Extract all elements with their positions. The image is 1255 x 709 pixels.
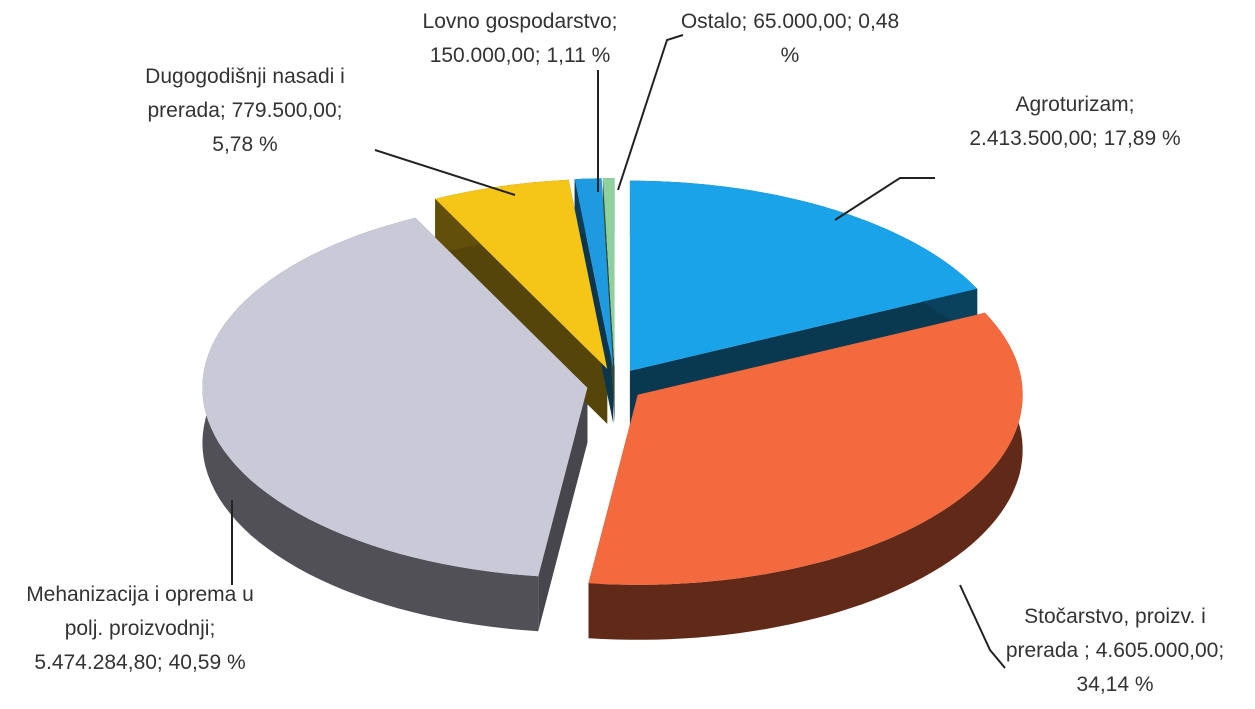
data-label: Ostalo; 65.000,00; 0,48 % bbox=[680, 5, 900, 73]
label-value: 4.605.000,00; bbox=[1095, 639, 1225, 662]
label-percent: 0,48 % bbox=[780, 10, 900, 67]
label-name: Mehanizacija i oprema u polj. proizvodnj… bbox=[26, 583, 254, 640]
label-value: 5.474.284,80; bbox=[34, 651, 163, 674]
slice-wall bbox=[538, 387, 588, 632]
slice bbox=[202, 217, 588, 577]
slice bbox=[629, 180, 978, 371]
leader-line bbox=[959, 584, 1006, 669]
label-name: Dugogodišnji nasadi i prerada; bbox=[145, 65, 345, 122]
label-name: Ostalo; bbox=[680, 10, 748, 33]
slice bbox=[574, 178, 614, 369]
label-percent: 34,14 % bbox=[1076, 673, 1154, 696]
label-percent: 17,89 % bbox=[1103, 127, 1181, 150]
data-label: Dugogodišnji nasadi i prerada; 779.500,0… bbox=[125, 60, 365, 162]
slice bbox=[602, 178, 615, 369]
label-value: 779.500,00; bbox=[231, 99, 343, 122]
data-label: Stočarstvo, proizv. i prerada ; 4.605.00… bbox=[995, 600, 1235, 702]
slice-side bbox=[588, 312, 1023, 640]
leader-line bbox=[617, 34, 684, 191]
data-label: Agroturizam; 2.413.500,00; 17,89 % bbox=[935, 88, 1215, 156]
label-percent: 40,59 % bbox=[168, 651, 246, 674]
label-value: 2.413.500,00; bbox=[969, 127, 1098, 150]
data-label: Lovno gospodarstvo; 150.000,00; 1,11 % bbox=[400, 5, 640, 73]
slice bbox=[588, 312, 1023, 585]
leader-line bbox=[834, 177, 935, 221]
label-value: 65.000,00; bbox=[753, 10, 853, 33]
label-percent: 5,78 % bbox=[212, 133, 278, 156]
slice bbox=[435, 179, 608, 369]
data-label: Mehanizacija i oprema u polj. proizvodnj… bbox=[24, 578, 256, 680]
label-percent: 1,11 % bbox=[546, 44, 611, 67]
label-name: Lovno gospodarstvo; bbox=[422, 10, 618, 33]
label-name: Agroturizam; bbox=[1015, 93, 1135, 116]
label-value: 150.000,00; bbox=[429, 44, 541, 67]
leader-line bbox=[374, 149, 516, 196]
label-name: Stočarstvo, proizv. i prerada ; bbox=[1005, 605, 1206, 662]
